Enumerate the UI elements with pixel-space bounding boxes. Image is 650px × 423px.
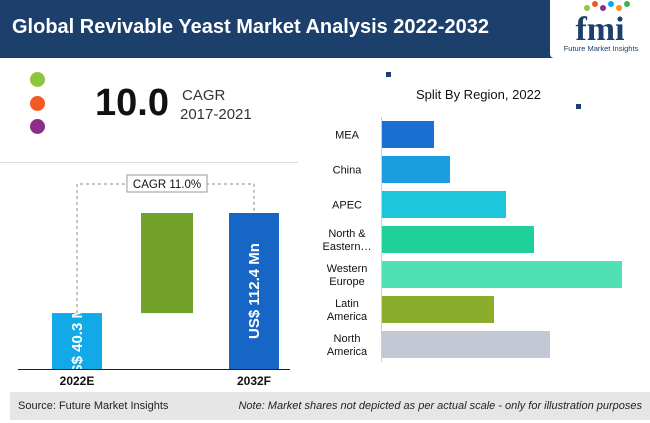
region-category-label: Western [327, 263, 368, 275]
growth-category-label: 2032F [237, 374, 271, 388]
note-text: Note: Market shares not depicted as per … [238, 400, 642, 412]
cagr-label: CAGR [182, 87, 226, 104]
region-bar [382, 156, 450, 183]
logo-dot-icon [624, 1, 630, 7]
region-category-label: America [327, 311, 368, 323]
region-split-chart: MEA China APEC North &Eastern… WesternEurope… [323, 117, 622, 362]
fmi-logo: fmi Future Market Insights [550, 0, 650, 58]
logo-dot-icon [584, 5, 590, 11]
cagr-years: 2017-2021 [180, 106, 252, 123]
footer-bar: Source: Future Market Insights Note: Mar… [10, 392, 650, 420]
header-banner: Global Revivable Yeast Market Analysis 2… [0, 0, 650, 58]
growth-category-label: 2022E [60, 374, 95, 388]
growth-bar [229, 213, 279, 369]
region-category-label: APEC [332, 200, 362, 212]
orange-dot-icon [30, 96, 45, 111]
growth-bar [52, 313, 102, 369]
fmi-logo-mark: fmi [575, 1, 630, 44]
region-bar [382, 191, 506, 218]
cagr-annotation-text: CAGR 11.0% [133, 179, 201, 191]
logo-dot-icon [608, 1, 614, 7]
region-category-label: North [334, 333, 361, 345]
region-category-label: China [333, 165, 363, 177]
logo-dot-icon [600, 5, 606, 11]
region-bar [382, 331, 550, 358]
page-title: Global Revivable Yeast Market Analysis 2… [12, 16, 489, 38]
region-category-label: America [327, 346, 368, 358]
logo-subtitle: Future Market Insights [563, 44, 639, 53]
region-bar [382, 226, 534, 253]
cagr-value: 10.0 [95, 82, 169, 124]
region-chart-title: Split By Region, 2022 [416, 87, 542, 102]
growth-increment-bar [141, 213, 193, 314]
region-bar [382, 261, 622, 288]
region-category-label: North & [328, 228, 366, 240]
logo-dot-icon [616, 5, 622, 11]
green-dot-icon [30, 72, 45, 87]
decor-square-top [386, 72, 391, 77]
growth-bar-value-label: US$ 40.3 Mn [69, 297, 86, 385]
region-bar [382, 121, 434, 148]
panel-divider [0, 162, 298, 163]
source-text: Source: Future Market Insights [18, 400, 169, 412]
decor-square-right [576, 104, 581, 109]
logo-wordmark: fmi [575, 11, 624, 44]
region-category-label: MEA [335, 130, 360, 142]
region-category-label: Latin [335, 298, 359, 310]
region-category-label: Eastern… [323, 241, 372, 253]
purple-dot-icon [30, 119, 45, 134]
region-category-label: Europe [329, 276, 364, 288]
region-bar [382, 296, 494, 323]
growth-bar-value-label: US$ 112.4 Mn [246, 243, 263, 339]
cagr-annotation-box [126, 174, 208, 193]
logo-dot-icon [592, 1, 598, 7]
